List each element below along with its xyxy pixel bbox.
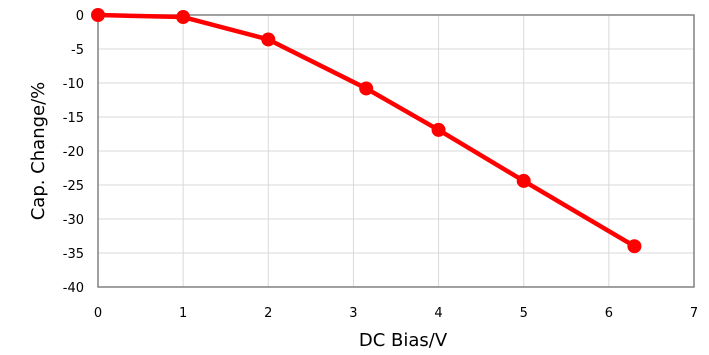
data-point	[516, 173, 531, 188]
y-tick-label: -35	[63, 247, 84, 262]
y-tick-labels: 0 -5 -10 -15 -20 -25 -30 -35 -40	[63, 9, 84, 296]
x-tick-label: 2	[264, 306, 272, 321]
y-tick-label: -15	[63, 111, 84, 126]
y-tick-label: 0	[76, 9, 84, 24]
x-tick-label: 1	[179, 306, 187, 321]
data-point	[359, 81, 374, 96]
gridlines	[98, 15, 694, 287]
data-point	[627, 239, 642, 254]
y-tick-label: -20	[63, 145, 84, 160]
plot-frame	[97, 14, 695, 288]
x-tick-labels: 0 1 2 3 4 5 6 7	[94, 306, 698, 321]
y-tick-label: -30	[63, 213, 84, 228]
data-point	[176, 10, 191, 25]
series-markers	[91, 8, 642, 254]
data-point	[431, 122, 446, 137]
y-tick-label: -40	[63, 281, 84, 296]
x-tick-label: 0	[94, 306, 102, 321]
data-point	[261, 32, 276, 47]
x-axis-title: DC Bias/V	[359, 330, 448, 351]
x-tick-label: 3	[349, 306, 357, 321]
series-line	[95, 12, 637, 249]
x-tick-label: 6	[605, 306, 613, 321]
data-line	[95, 12, 637, 249]
data-point	[91, 8, 105, 22]
x-tick-label: 5	[520, 306, 528, 321]
x-tick-label: 4	[434, 306, 442, 321]
y-axis-title: Cap. Change/%	[28, 82, 49, 221]
y-tick-label: -5	[71, 43, 84, 58]
y-tick-label: -10	[63, 77, 84, 92]
y-tick-label: -25	[63, 179, 84, 194]
x-tick-label: 7	[690, 306, 698, 321]
